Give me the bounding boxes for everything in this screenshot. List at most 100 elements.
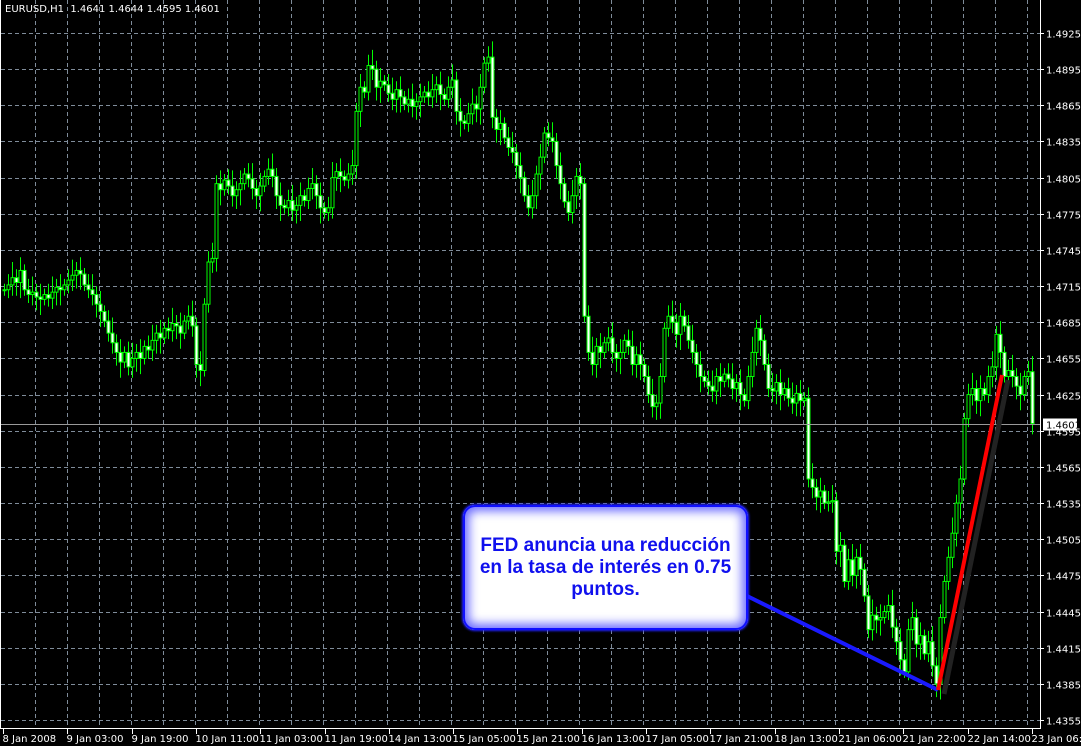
bear-candle-body [86, 284, 91, 291]
bull-candle-body [734, 382, 739, 390]
up-trendline[interactable] [936, 374, 1004, 691]
bear-candle-body [642, 363, 647, 378]
candle [346, 163, 351, 189]
candle [558, 152, 563, 200]
candle [226, 169, 231, 195]
bull-candle-body [222, 179, 227, 191]
bear-candle-body [566, 201, 571, 214]
candle [806, 387, 811, 488]
candle [70, 259, 75, 291]
bear-candle-body [1018, 385, 1023, 396]
bull-candle-body [990, 366, 995, 378]
x-tick-label: 10 Jan 11:00 [196, 734, 259, 745]
candle [594, 337, 599, 378]
candle [794, 384, 799, 417]
bull-candle-body [570, 195, 575, 214]
callout-pointer-line[interactable] [744, 593, 939, 692]
candle [354, 102, 359, 179]
bear-candle-body [674, 321, 679, 335]
bear-candle-body [158, 332, 163, 339]
bull-candle-body [774, 382, 779, 392]
bear-candle-body [590, 351, 595, 365]
candle [502, 117, 507, 144]
candle [466, 102, 471, 132]
bear-candle-body [502, 122, 507, 139]
bear-candle-body [510, 147, 515, 153]
candle [306, 177, 311, 209]
bull-candle-body [134, 351, 139, 359]
bear-candle-body [118, 351, 123, 363]
annotation-callout[interactable]: FED anuncia una reducción en la tasa de … [463, 505, 748, 630]
bull-candle-body [978, 388, 983, 402]
bull-candle-body [262, 175, 267, 187]
candle [78, 257, 83, 290]
candle [778, 369, 783, 411]
candle [390, 77, 395, 111]
bear-candle-body [578, 175, 583, 185]
bull-candle-body [986, 376, 991, 396]
candle [826, 491, 831, 512]
candle [6, 274, 11, 299]
candle [190, 300, 195, 337]
bull-candle-body [6, 284, 11, 291]
bear-candle-body [442, 93, 447, 100]
candles [2, 41, 1035, 700]
bear-candle-body [738, 382, 743, 396]
candle [798, 380, 803, 417]
candle [642, 358, 647, 383]
candle [326, 196, 331, 222]
bear-candle-body [374, 68, 379, 88]
bull-candle-body [754, 327, 759, 353]
bull-candle-body [538, 156, 543, 175]
bear-candle-body [322, 207, 327, 214]
bear-candle-body [82, 273, 87, 286]
bull-candle-body [234, 189, 239, 197]
candle [554, 133, 559, 179]
candle [842, 539, 847, 588]
candle [746, 365, 751, 410]
bear-candle-body [362, 86, 367, 93]
bear-candle-body [810, 478, 815, 488]
candle [742, 388, 747, 407]
candle [138, 339, 143, 375]
candle [718, 363, 723, 398]
bear-candle-body [934, 665, 939, 685]
candle [918, 622, 923, 660]
candle [142, 340, 147, 365]
candle [394, 81, 399, 113]
candle [822, 485, 827, 510]
bear-candle-body [822, 490, 827, 504]
bear-candle-body [290, 200, 295, 211]
bear-candle-body [706, 380, 711, 387]
bull-candle-body [606, 337, 611, 344]
candle [234, 181, 239, 209]
candle [622, 334, 627, 359]
candle [774, 374, 779, 405]
bear-candle-body [614, 351, 619, 359]
candle [2, 283, 7, 296]
bear-candle-body [814, 486, 819, 498]
bull-candle-body [74, 269, 79, 276]
bull-candle-body [954, 502, 959, 534]
candle [174, 315, 179, 340]
bull-candle-body [854, 556, 859, 576]
candle [114, 334, 119, 366]
bull-candle-body [918, 635, 923, 645]
candle [946, 546, 951, 590]
candle [906, 618, 911, 681]
bear-candle-body [410, 98, 415, 108]
candle [86, 274, 91, 299]
candle [462, 114, 467, 130]
bear-candle-body [694, 351, 699, 365]
candle [830, 485, 835, 513]
bull-candle-body [634, 354, 639, 365]
bear-candle-body [798, 392, 803, 402]
candle [954, 494, 959, 547]
x-tick-label: 15 Jan 05:00 [453, 734, 516, 745]
bull-candle-body [666, 315, 671, 329]
candle [170, 307, 175, 342]
candle [750, 336, 755, 388]
candle [786, 377, 791, 407]
bear-candle-body [114, 342, 119, 353]
candle [834, 492, 839, 565]
